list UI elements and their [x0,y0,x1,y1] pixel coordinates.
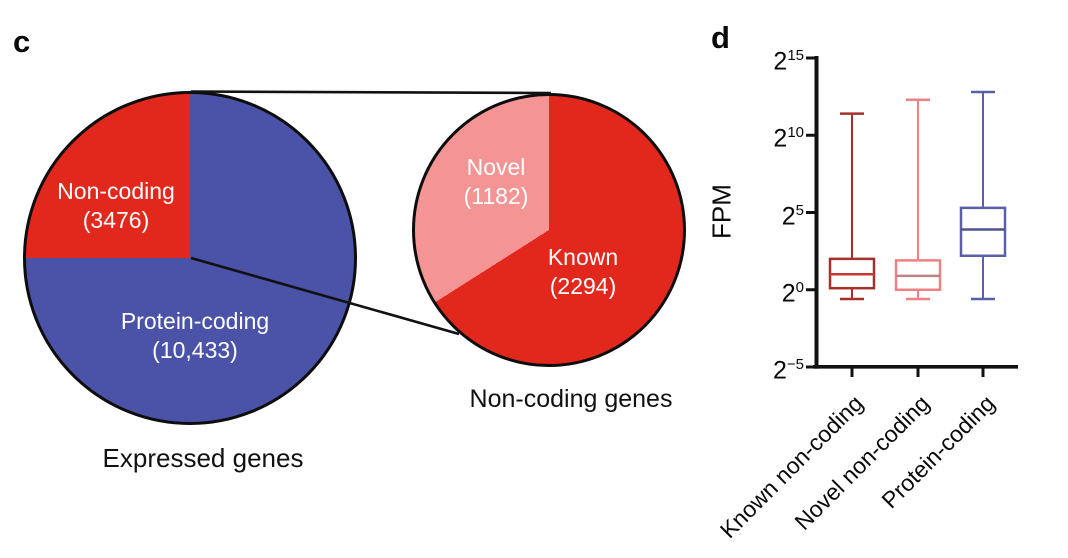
panel-d-label: d [711,20,730,55]
pie-noncoding [412,93,686,367]
box-iqr [959,206,1007,258]
pie-expressed [23,91,357,425]
zoom-connector-top-line [190,90,552,95]
zoom-connector-bottom-line [190,256,460,336]
panel-c-label: c [13,24,31,59]
